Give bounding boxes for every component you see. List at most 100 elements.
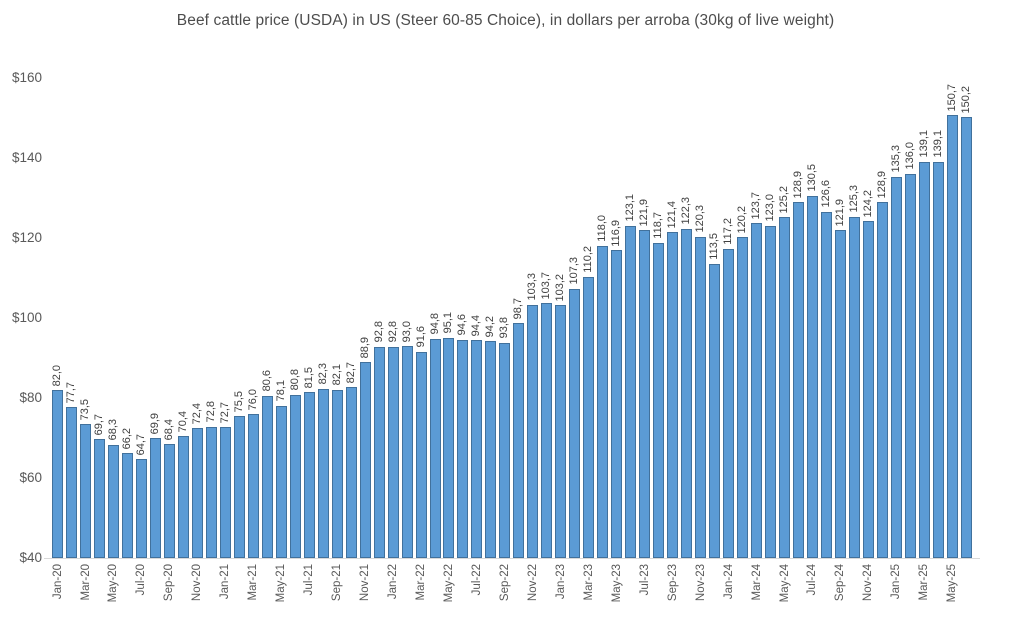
bar-Aug-24: [820, 211, 832, 558]
x-axis-tick-label: May-25: [946, 564, 959, 603]
bar-value-label: 93,8: [498, 317, 511, 339]
x-axis-tick-label: Mar-20: [79, 564, 92, 601]
y-axis-tick-label: $100: [11, 310, 42, 325]
bar-Aug-23: [653, 243, 665, 558]
y-axis-tick-label: $60: [19, 470, 42, 485]
bar-value-label: 123,1: [624, 194, 637, 222]
bar-Feb-22: [401, 346, 413, 558]
bar-value-label: 103,2: [554, 273, 567, 302]
bar-value-label: 123,0: [764, 194, 776, 222]
bar-May-24: [779, 217, 790, 558]
bar-Aug-22: [485, 341, 497, 558]
bar-value-label: 94,4: [470, 314, 483, 337]
bar-value-label: 135,3: [889, 145, 902, 173]
bar-Mar-23: [583, 277, 595, 558]
bar-Sep-24: [834, 230, 846, 558]
bar-Jun-20: [121, 453, 133, 558]
bar-value-label: 94,2: [484, 315, 497, 338]
x-axis-tick-label: Jan-22: [387, 564, 399, 600]
x-axis-tick-label: Sep-20: [163, 564, 176, 602]
x-axis-tick-label: Jul-21: [303, 564, 316, 596]
bar-Mar-22: [415, 351, 427, 558]
bar-Mar-20: [80, 424, 91, 558]
bar-Dec-21: [373, 346, 385, 558]
bar-value-label: 70,4: [176, 410, 189, 433]
x-axis-tick-label: Mar-25: [918, 564, 931, 601]
bar-value-label: 68,4: [162, 418, 175, 441]
bar-value-label: 121,4: [666, 200, 679, 229]
bar-Jul-23: [639, 230, 651, 558]
y-axis-tick-label: $160: [11, 70, 42, 85]
x-axis-tick-label: Mar-24: [750, 564, 763, 601]
bar-value-label: 80,8: [288, 369, 301, 391]
bar-value-label: 150,2: [959, 85, 972, 114]
bar-Oct-21: [345, 387, 357, 558]
bar-Dec-20: [205, 426, 217, 558]
bar-Nov-20: [191, 428, 203, 558]
x-axis-tick-label: Jan-24: [722, 564, 735, 600]
bar-Oct-23: [681, 228, 693, 558]
bar-Mar-24: [751, 223, 762, 558]
x-axis-tick-label: Nov-20: [191, 564, 204, 602]
bar-Jan-21: [219, 427, 231, 558]
bar-value-label: 107,3: [568, 257, 581, 285]
bar-value-label: 121,9: [833, 198, 846, 227]
bar-Feb-21: [233, 416, 245, 558]
bar-Feb-25: [904, 174, 916, 558]
bar-Mar-21: [247, 414, 259, 558]
bar-value-label: 91,6: [414, 326, 427, 348]
x-axis-tick-label: Nov-23: [694, 564, 707, 602]
bar-value-label: 116,9: [610, 219, 623, 247]
x-axis-tick-label: Nov-21: [359, 564, 372, 602]
bar-Apr-22: [429, 338, 441, 558]
y-axis-tick-label: $140: [11, 150, 42, 165]
bar-Jan-23: [555, 305, 567, 558]
bar-Apr-21: [261, 395, 273, 558]
bar-value-label: 92,8: [372, 321, 385, 343]
bar-value-label: 98,7: [512, 297, 525, 320]
bar-value-label: 76,0: [246, 388, 259, 410]
chart-title: Beef cattle price (USDA) in US (Steer 60…: [176, 12, 835, 29]
bar-Sep-21: [331, 389, 343, 558]
bar-value-label: 66,2: [120, 427, 133, 450]
bar-Apr-20: [93, 439, 105, 558]
bar-May-23: [611, 250, 623, 558]
bar-Jan-20: [52, 390, 63, 558]
bar-value-label: 94,8: [428, 313, 441, 335]
bar-Mar-25: [918, 161, 930, 558]
bar-Feb-20: [66, 407, 77, 558]
bar-May-22: [443, 337, 455, 558]
x-axis-tick-label: Jan-23: [554, 564, 567, 600]
bar-value-label: 121,9: [638, 198, 651, 227]
x-axis-tick-label: Sep-23: [666, 564, 679, 602]
bar-value-label: 118,7: [652, 212, 665, 240]
bar-value-label: 88,9: [358, 336, 371, 359]
x-axis-tick-label: Jan-20: [51, 564, 64, 600]
bar-Jun-23: [625, 225, 637, 558]
bar-value-label: 80,6: [260, 370, 273, 392]
bar-Sep-22: [499, 342, 511, 558]
bar-May-21: [275, 405, 287, 558]
bar-value-label: 68,3: [106, 419, 119, 441]
bar-value-label: 120,2: [736, 205, 748, 234]
bar-value-label: 72,7: [218, 401, 231, 424]
bar-value-label: 82,1: [330, 364, 343, 386]
bar-Aug-21: [317, 388, 329, 558]
x-axis-tick-label: Nov-24: [862, 564, 875, 602]
x-axis-tick-label: May-23: [610, 564, 623, 603]
bar-value-label: 77,7: [65, 381, 77, 404]
bar-value-label: 124,2: [861, 189, 874, 218]
bar-Jul-24: [806, 196, 818, 558]
bar-value-label: 72,8: [204, 401, 217, 423]
bar-value-label: 82,3: [316, 363, 329, 385]
x-axis-tick-label: Jul-22: [470, 564, 483, 596]
bar-Dec-22: [541, 303, 553, 558]
bar-value-label: 82,7: [344, 361, 357, 384]
bar-value-label: 94,6: [456, 314, 469, 336]
bar-Aug-20: [149, 438, 161, 558]
bar-Jul-22: [471, 340, 483, 558]
bar-Nov-21: [359, 362, 371, 558]
bar-Apr-25: [932, 161, 944, 558]
bar-Jun-24: [792, 202, 804, 558]
x-axis-tick-label: Mar-22: [415, 564, 427, 601]
